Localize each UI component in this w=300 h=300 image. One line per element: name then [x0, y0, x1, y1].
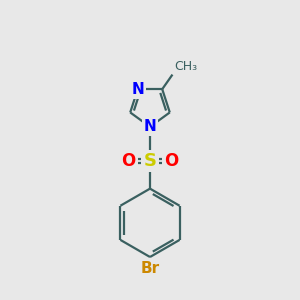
Text: O: O: [122, 152, 136, 170]
Text: CH₃: CH₃: [174, 60, 197, 73]
Text: Br: Br: [140, 261, 160, 276]
Text: O: O: [164, 152, 178, 170]
Text: S: S: [143, 152, 157, 170]
Text: N: N: [144, 119, 156, 134]
Text: N: N: [131, 82, 144, 97]
